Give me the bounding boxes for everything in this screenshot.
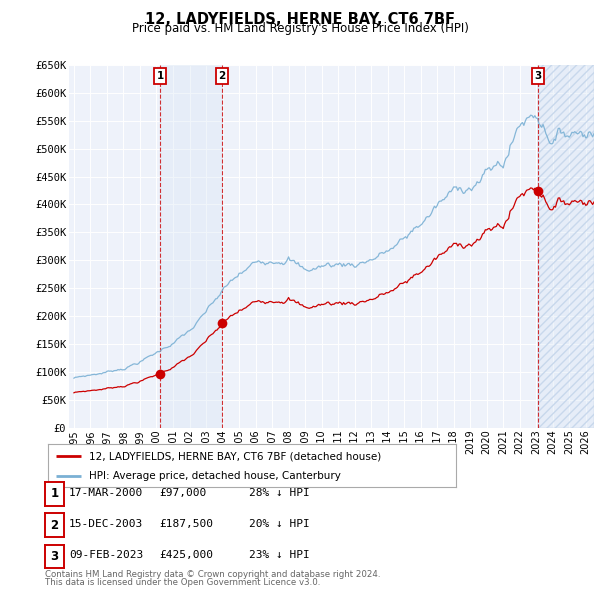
- Text: 1: 1: [157, 71, 164, 81]
- Text: 28% ↓ HPI: 28% ↓ HPI: [249, 488, 310, 497]
- Text: 12, LADYFIELDS, HERNE BAY, CT6 7BF: 12, LADYFIELDS, HERNE BAY, CT6 7BF: [145, 12, 455, 27]
- Text: Contains HM Land Registry data © Crown copyright and database right 2024.: Contains HM Land Registry data © Crown c…: [45, 570, 380, 579]
- Text: £425,000: £425,000: [159, 550, 213, 560]
- Text: This data is licensed under the Open Government Licence v3.0.: This data is licensed under the Open Gov…: [45, 578, 320, 587]
- Text: 1: 1: [50, 487, 59, 500]
- Text: 12, LADYFIELDS, HERNE BAY, CT6 7BF (detached house): 12, LADYFIELDS, HERNE BAY, CT6 7BF (deta…: [89, 451, 381, 461]
- Text: 2: 2: [50, 519, 59, 532]
- Bar: [160, 65, 222, 428]
- Text: HPI: Average price, detached house, Canterbury: HPI: Average price, detached house, Cant…: [89, 471, 341, 481]
- Text: £97,000: £97,000: [159, 488, 206, 497]
- Text: 09-FEB-2023: 09-FEB-2023: [69, 550, 143, 560]
- Text: 2: 2: [218, 71, 226, 81]
- Text: 15-DEC-2003: 15-DEC-2003: [69, 519, 143, 529]
- Text: 3: 3: [535, 71, 542, 81]
- Text: 23% ↓ HPI: 23% ↓ HPI: [249, 550, 310, 560]
- Bar: [538, 65, 594, 428]
- Bar: [538, 65, 594, 428]
- Text: 20% ↓ HPI: 20% ↓ HPI: [249, 519, 310, 529]
- Text: £187,500: £187,500: [159, 519, 213, 529]
- Text: Price paid vs. HM Land Registry's House Price Index (HPI): Price paid vs. HM Land Registry's House …: [131, 22, 469, 35]
- Text: 17-MAR-2000: 17-MAR-2000: [69, 488, 143, 497]
- Text: 3: 3: [50, 550, 59, 563]
